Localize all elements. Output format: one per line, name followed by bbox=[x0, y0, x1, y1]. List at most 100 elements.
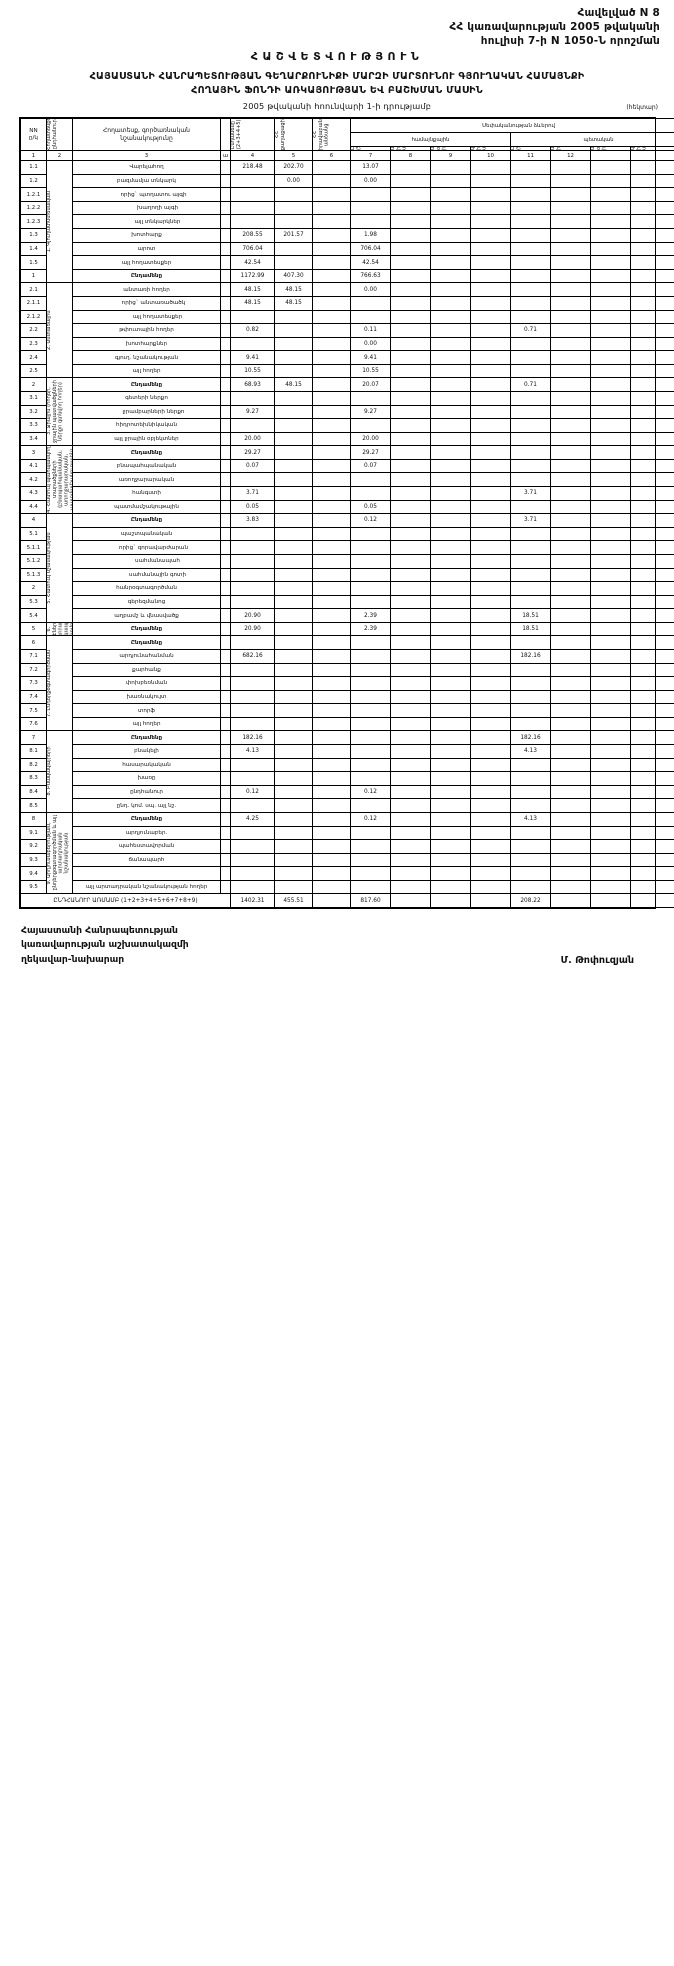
cell-c14 bbox=[631, 310, 674, 324]
cell-c8 bbox=[391, 717, 431, 731]
cell-c9 bbox=[431, 649, 471, 663]
row-spacer bbox=[221, 229, 231, 243]
row-label: որից` զորավարժարան bbox=[73, 541, 221, 555]
cell-c6 bbox=[313, 215, 351, 229]
cell-c4 bbox=[231, 826, 275, 840]
cell-c10 bbox=[471, 853, 511, 867]
cell-c4: 42.54 bbox=[231, 256, 275, 270]
cell-c10 bbox=[471, 459, 511, 473]
row-label: Ընդամենը bbox=[73, 636, 221, 650]
cell-c5 bbox=[275, 880, 313, 894]
cell-c7: 29.27 bbox=[351, 446, 391, 460]
row-spacer bbox=[221, 256, 231, 270]
cell-c5: 0.00 bbox=[275, 174, 313, 188]
row-spacer bbox=[221, 500, 231, 514]
cell-c9 bbox=[431, 527, 471, 541]
row-label: պահեստավորման bbox=[73, 840, 221, 854]
cell-c11 bbox=[511, 554, 551, 568]
cell-c12 bbox=[551, 500, 591, 514]
cell-c12 bbox=[551, 799, 591, 813]
cell-c13 bbox=[591, 785, 631, 799]
title-subject-line-2: ՀՈՂԱՅԻՆ ՖՈՆԴԻ ԱՌԿԱՅՈՒԹՅԱՆ ԵՎ ԲԱՇԽՄԱՆ ՄԱՍ… bbox=[0, 84, 674, 98]
cell-c13 bbox=[591, 568, 631, 582]
grand-total-c14 bbox=[631, 894, 674, 908]
cell-c12 bbox=[551, 242, 591, 256]
cell-c10 bbox=[471, 351, 511, 365]
cell-c5 bbox=[275, 201, 313, 215]
title-subject-line-1: ՀԱՅԱՍՏԱՆԻ ՀԱՆՐԱՊԵՏՈՒԹՅԱՆ ԳԵՂԱՐՔՈՒՆԻՔԻ ՄԱ… bbox=[0, 70, 674, 84]
row-spacer bbox=[221, 731, 231, 745]
cell-c6 bbox=[313, 595, 351, 609]
cell-c7 bbox=[351, 473, 391, 487]
cell-c10 bbox=[471, 609, 511, 623]
row-number: 2.1.1 bbox=[21, 296, 47, 310]
cell-c5 bbox=[275, 541, 313, 555]
row-label: որից` պտղատու այգի bbox=[73, 188, 221, 202]
group-label: 1. Գյուղատնտեսական bbox=[47, 161, 73, 283]
cell-c9 bbox=[431, 663, 471, 677]
cell-c9 bbox=[431, 459, 471, 473]
cell-c8 bbox=[391, 880, 431, 894]
cell-c8 bbox=[391, 609, 431, 623]
column-number-4: 4 bbox=[231, 151, 275, 161]
cell-c12 bbox=[551, 405, 591, 419]
cell-c7 bbox=[351, 745, 391, 759]
cell-c10 bbox=[471, 161, 511, 175]
cell-c4 bbox=[231, 337, 275, 351]
cell-c11 bbox=[511, 405, 551, 419]
row-number: 5.1.1 bbox=[21, 541, 47, 555]
cell-c13 bbox=[591, 473, 631, 487]
row-spacer bbox=[221, 446, 231, 460]
cell-c10 bbox=[471, 392, 511, 406]
cell-c10 bbox=[471, 812, 511, 826]
cell-c11: 18.51 bbox=[511, 609, 551, 623]
cell-c13 bbox=[591, 229, 631, 243]
table-row: 7.5 տորֆ bbox=[21, 704, 674, 718]
grand-total-c11: 208.22 bbox=[511, 894, 551, 908]
header-state: պետական bbox=[511, 133, 674, 147]
row-label: տորֆ bbox=[73, 704, 221, 718]
cell-c12 bbox=[551, 772, 591, 786]
header-sub-8: վարձակալության իրավունքով տրամադրված bbox=[631, 147, 674, 151]
row-spacer bbox=[221, 622, 231, 636]
cell-c13 bbox=[591, 690, 631, 704]
cell-c14 bbox=[631, 663, 674, 677]
cell-c5 bbox=[275, 717, 313, 731]
cell-c6 bbox=[313, 622, 351, 636]
cell-c6 bbox=[313, 351, 351, 365]
cell-c4: 29.27 bbox=[231, 446, 275, 460]
row-number: 7.5 bbox=[21, 704, 47, 718]
cell-c14 bbox=[631, 419, 674, 433]
row-spacer bbox=[221, 609, 231, 623]
row-number: 1.2 bbox=[21, 174, 47, 188]
cell-c7 bbox=[351, 296, 391, 310]
cell-c13 bbox=[591, 446, 631, 460]
cell-c5: 201.57 bbox=[275, 229, 313, 243]
cell-c12 bbox=[551, 229, 591, 243]
cell-c12 bbox=[551, 174, 591, 188]
cell-c11: 182.16 bbox=[511, 649, 551, 663]
signature-line-1: Հայաստանի Հանրապետության bbox=[21, 924, 189, 938]
cell-c14 bbox=[631, 500, 674, 514]
cell-c5 bbox=[275, 568, 313, 582]
cell-c10 bbox=[471, 785, 511, 799]
cell-c5 bbox=[275, 745, 313, 759]
cell-c11 bbox=[511, 364, 551, 378]
cell-c10 bbox=[471, 745, 511, 759]
cell-c14 bbox=[631, 826, 674, 840]
cell-c13 bbox=[591, 704, 631, 718]
cell-c9 bbox=[431, 772, 471, 786]
grand-total-c9 bbox=[431, 894, 471, 908]
row-number: 6 bbox=[21, 636, 47, 650]
